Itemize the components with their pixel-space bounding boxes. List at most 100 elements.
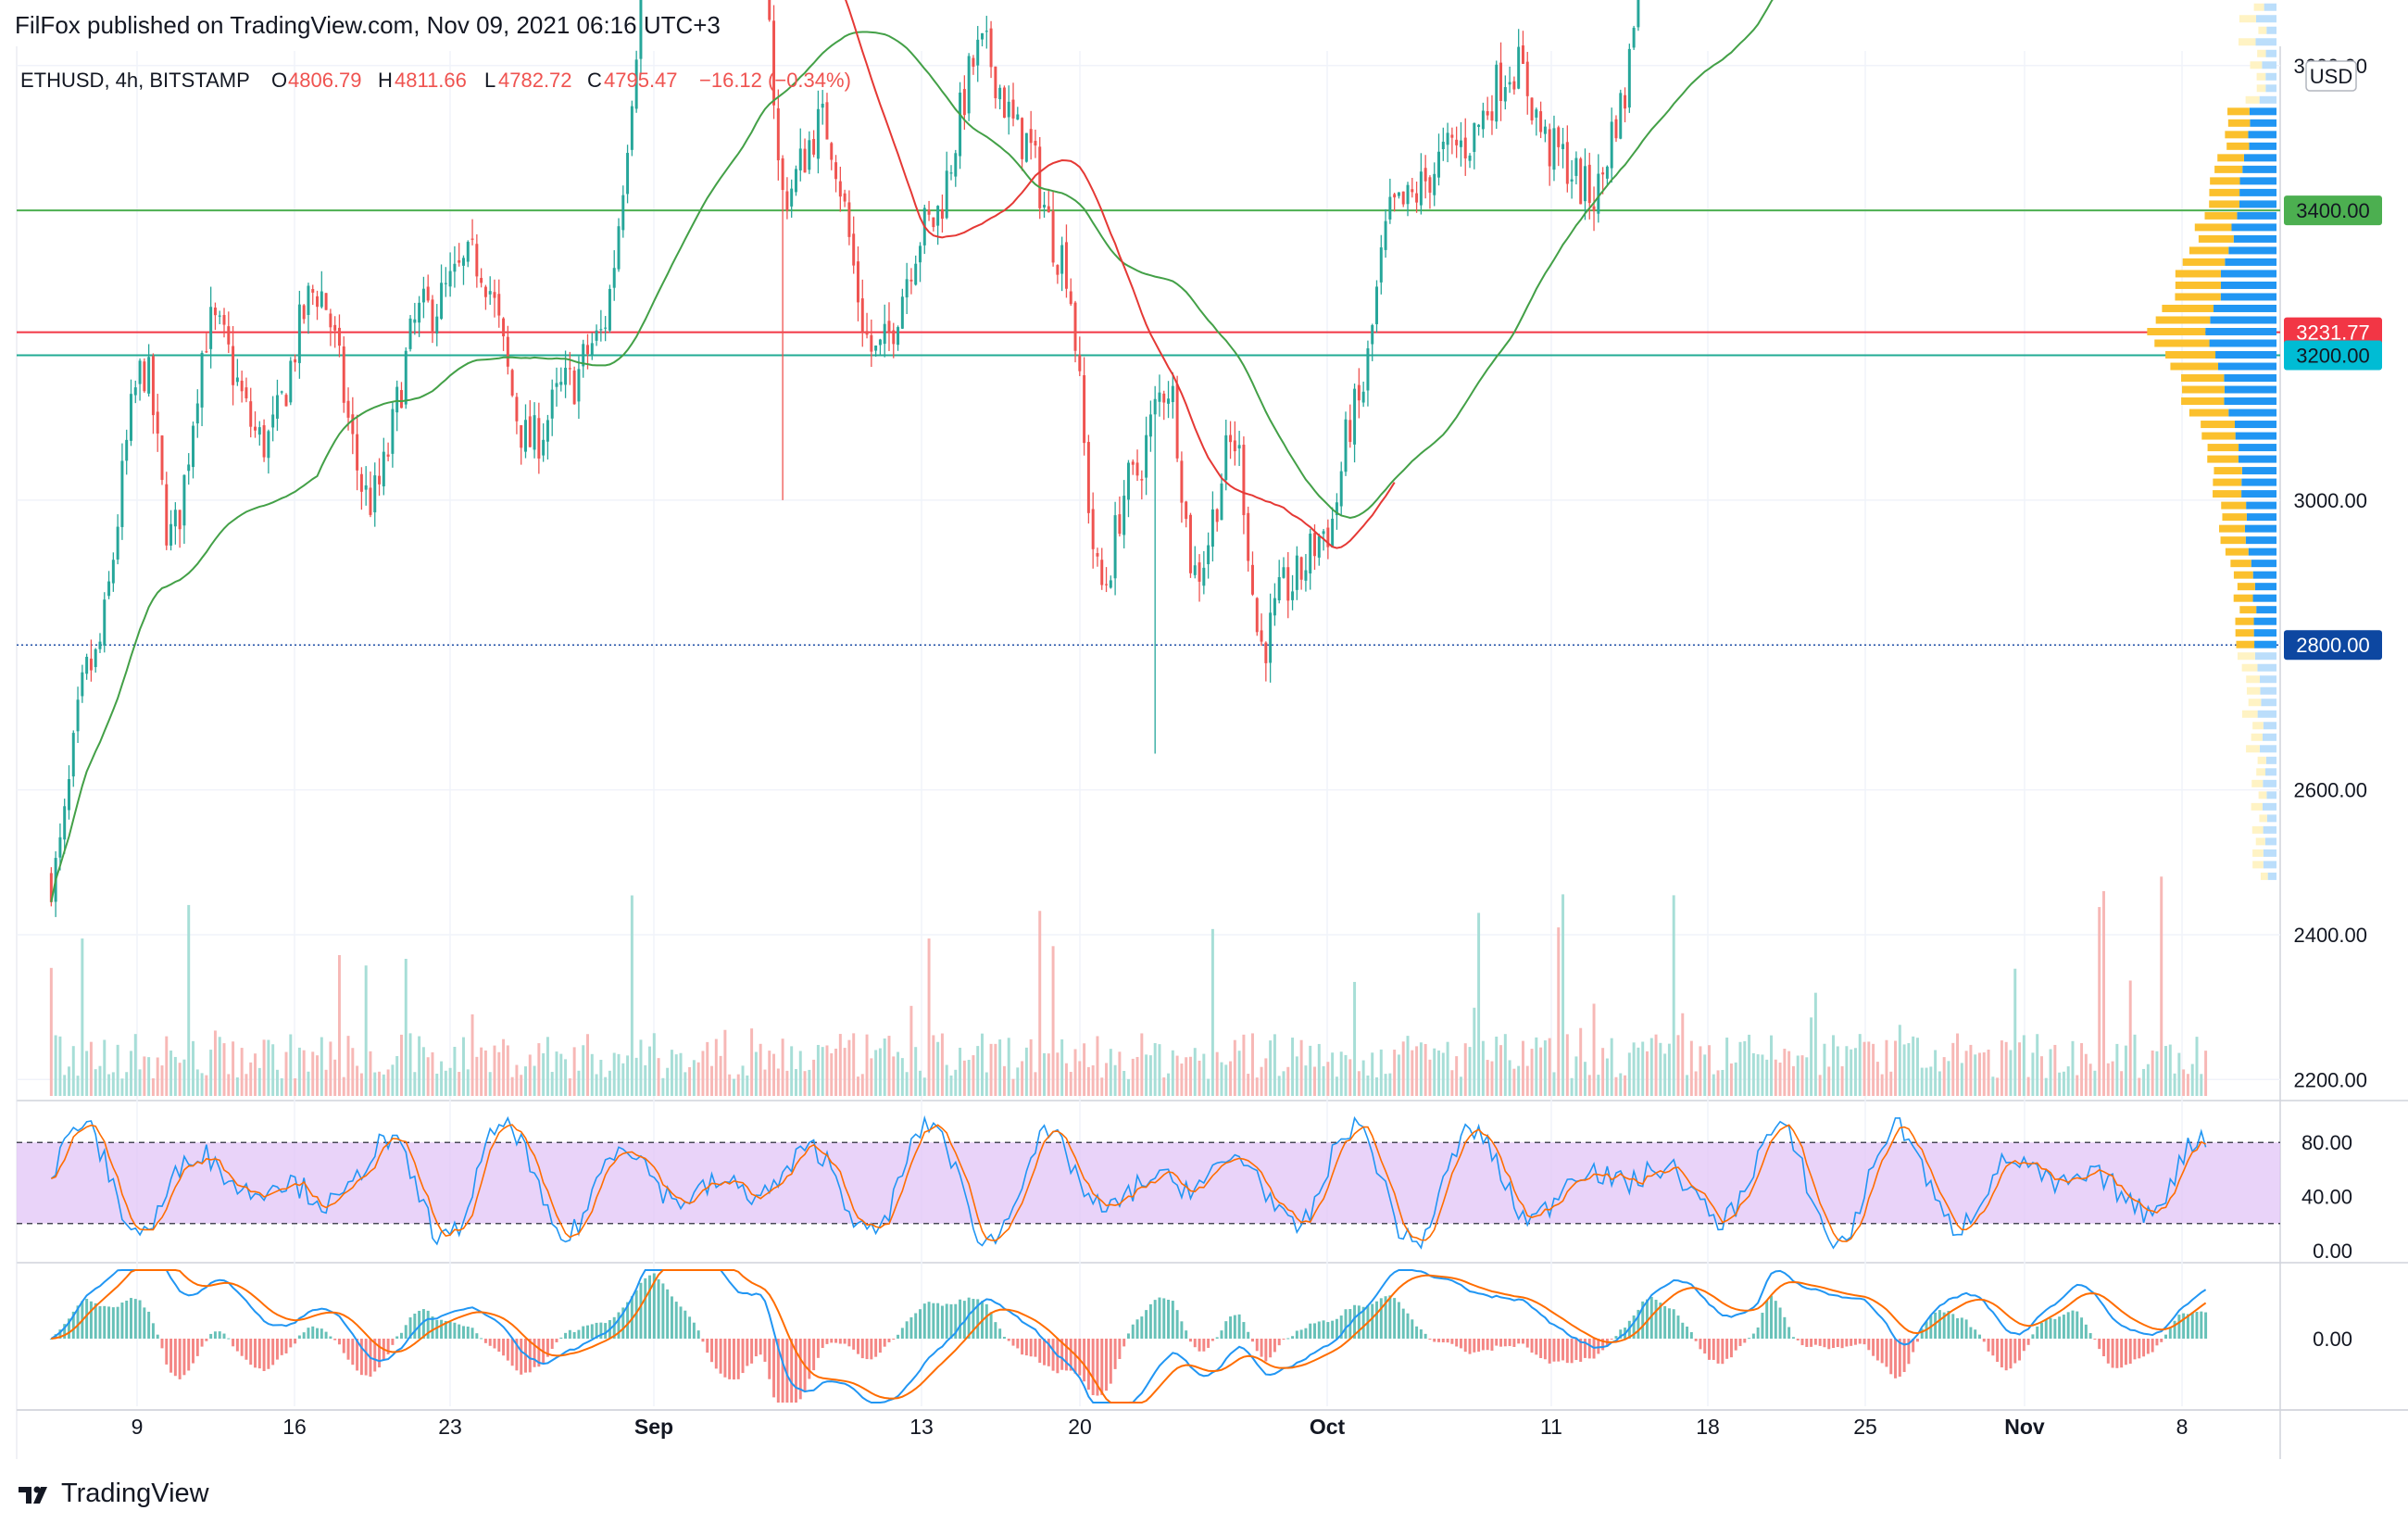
candle-body <box>856 261 859 303</box>
macd-histogram-bar <box>1862 1339 1866 1345</box>
macd-histogram-bar <box>138 1300 142 1339</box>
tradingview-brand[interactable]: TradingView <box>17 1479 209 1509</box>
volume-bar <box>985 1072 988 1096</box>
candle-body <box>1371 324 1374 345</box>
macd-histogram-bar <box>1938 1310 1941 1339</box>
candle-body <box>1473 122 1476 152</box>
candle-body <box>1242 445 1246 516</box>
macd-histogram-bar <box>1712 1339 1715 1360</box>
volume-bar <box>768 1051 771 1096</box>
candle-body <box>994 66 997 99</box>
macd-histogram-bar <box>865 1339 869 1360</box>
macd-histogram-bar <box>1858 1339 1862 1344</box>
vp-bar-buy <box>2231 223 2276 232</box>
volume-bar <box>178 1063 182 1096</box>
candle-body <box>945 170 948 219</box>
volume-bar <box>378 1071 382 1096</box>
volume-bar <box>1016 1067 1020 1096</box>
macd-histogram-bar <box>395 1336 399 1339</box>
macd-histogram-bar <box>2076 1311 2079 1339</box>
macd-histogram-bar <box>568 1329 571 1339</box>
volume-bar <box>887 1036 891 1096</box>
candle-body <box>599 329 603 331</box>
candle-body <box>550 389 554 419</box>
macd-histogram-bar <box>2080 1317 2084 1339</box>
vp-bar-sell <box>2237 652 2255 661</box>
macd-histogram-bar <box>1344 1309 1348 1339</box>
macd-histogram-bar <box>1716 1339 1720 1364</box>
volume-bar <box>954 1069 958 1096</box>
volume-bar <box>458 1072 461 1096</box>
candle-body <box>1016 114 1020 120</box>
volume-bar <box>421 1047 425 1096</box>
macd-histogram-bar <box>830 1339 834 1343</box>
volume-bar <box>1761 1054 1764 1096</box>
currency-box[interactable] <box>2305 60 2357 92</box>
candle-body <box>218 315 221 317</box>
volume-bar <box>838 1034 842 1096</box>
candle-body <box>227 326 231 345</box>
macd-histogram-bar <box>1561 1339 1565 1361</box>
macd-histogram-bar <box>254 1339 257 1368</box>
candle-body <box>830 143 834 160</box>
macd-histogram-bar <box>2142 1339 2146 1357</box>
macd-histogram-bar <box>2160 1339 2163 1342</box>
candle-body <box>245 387 248 399</box>
volume-bar <box>356 1065 359 1096</box>
volume-bar <box>564 1059 568 1096</box>
macd-histogram-bar <box>1579 1339 1583 1362</box>
vp-bar-buy <box>2253 629 2276 637</box>
vp-bar-sell <box>2251 779 2264 787</box>
vp-bar-sell <box>2210 177 2240 185</box>
macd-histogram-bar <box>887 1339 891 1342</box>
candle-body <box>1185 501 1188 520</box>
candle-body <box>421 288 425 303</box>
tradingview-logo-icon <box>19 1486 47 1504</box>
volume-bar <box>85 1051 89 1096</box>
volume-bar <box>1455 1056 1459 1096</box>
volume-bar <box>2093 1070 2097 1096</box>
candle-body <box>976 39 980 66</box>
vp-bar-buy <box>2261 699 2276 707</box>
candle-body <box>949 172 953 174</box>
macd-histogram-bar <box>604 1323 608 1339</box>
candle-body <box>510 370 514 396</box>
volume-bar <box>280 1077 283 1096</box>
macd-histogram-bar <box>1415 1326 1419 1339</box>
macd-histogram-bar <box>1783 1316 1787 1339</box>
macd-histogram-bar <box>1756 1327 1760 1339</box>
candle-body <box>559 382 563 385</box>
volume-bar <box>2146 1064 2150 1096</box>
volume-bar <box>2106 1063 2110 1096</box>
candle-body <box>940 208 944 220</box>
volume-bar <box>1304 1065 1308 1096</box>
candle-body <box>1250 564 1254 595</box>
candle-body <box>125 439 129 461</box>
volume-bar <box>302 1050 306 1096</box>
volume-bar <box>728 1074 732 1096</box>
volume-bar <box>798 1051 802 1096</box>
macd-histogram-bar <box>1974 1329 1977 1339</box>
vp-bar-buy <box>2263 849 2276 857</box>
candle-body <box>160 435 164 481</box>
macd-histogram-bar <box>218 1331 221 1339</box>
candle-body <box>860 298 864 333</box>
macd-histogram-bar <box>182 1339 186 1376</box>
macd-histogram-bar <box>759 1339 762 1355</box>
volume-bar <box>1521 1040 1524 1096</box>
volume-bar <box>1659 1042 1662 1096</box>
volume-bar <box>461 1037 465 1096</box>
candle-body <box>324 293 328 310</box>
volume-bar <box>1552 1072 1556 1096</box>
volume-bar <box>1597 1075 1600 1096</box>
volume-bar <box>1765 1059 1769 1096</box>
macd-histogram-bar <box>1601 1339 1605 1351</box>
volume-bar <box>1543 1040 1547 1096</box>
volume-bar <box>785 1070 789 1096</box>
volume-bar <box>2190 1064 2194 1096</box>
vp-bar-buy <box>2265 49 2276 57</box>
volume-bar <box>1667 1043 1671 1096</box>
volume-bar <box>240 1048 244 1096</box>
volume-bar <box>648 1046 651 1096</box>
